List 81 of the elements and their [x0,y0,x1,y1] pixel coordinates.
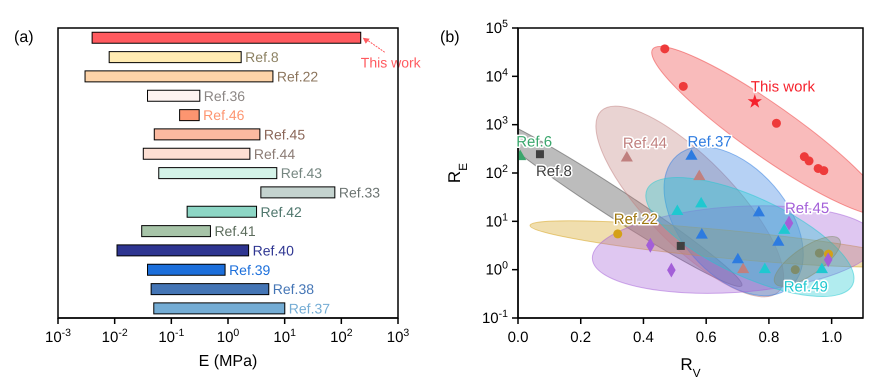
category-label: Ref.39 [229,262,270,278]
category-label: Ref.40 [252,242,294,258]
bar [108,51,242,64]
point [778,223,790,234]
x-tick-label: 0.2 [570,329,592,346]
category-label: Ref.36 [204,88,246,104]
point [696,228,708,239]
y-tick-label: 10$^{0}$ [485,260,508,279]
y-tick-label: 10$^{-1}$ [482,308,508,327]
x-tick-label: 10$^{2}$ [330,327,353,346]
point [536,150,544,158]
point [676,242,685,250]
bar [186,206,258,218]
bar [84,70,274,82]
x-axis-title: R$_{V}$ [680,355,701,380]
category-label: Ref.41 [214,223,256,240]
series-label: Ref.37 [687,133,732,150]
series-label: Ref.22 [614,210,658,228]
x-tick-label: 10$^{-1}$ [158,327,184,346]
category-label: Ref.43 [280,165,322,182]
point [816,262,828,274]
point [678,82,688,91]
y-tick-label: 10$^{4}$ [485,66,508,86]
chart-title: (a) [14,29,34,46]
category-label: Ref.22 [276,68,318,84]
x-tick-label: 10$^{1}$ [273,327,296,346]
bar [147,90,200,102]
bar [150,283,270,296]
series-label: This work [750,78,816,96]
chart-title: (b) [440,29,460,46]
y-tick-label: 10$^{2}$ [485,163,508,182]
category-label: Ref.37 [288,300,330,316]
bar [154,128,260,140]
x-tick-label: 1.0 [821,329,842,346]
category-label: Ref.38 [272,281,314,298]
category-label: Ref.46 [203,107,244,124]
x-axis-title: E (MPa) [198,353,258,370]
y-tick-label: 10$^{3}$ [485,114,508,134]
point [685,149,698,160]
point [814,248,824,258]
bar [141,225,211,238]
x-tick-label: 10$^{-3}$ [44,327,72,346]
point [693,170,706,180]
point [748,94,762,108]
category-label: Ref.42 [260,204,302,220]
category-label: Ref.8 [245,49,279,66]
bar [147,264,226,276]
category-label: Ref.44 [254,146,296,162]
point [819,166,828,176]
bar [179,109,200,122]
x-tick-label: 10$^{0}$ [216,327,240,346]
bar [116,244,250,256]
point [752,206,765,216]
point [758,262,771,274]
category-label: Ref.33 [338,184,380,200]
x-tick-label: 10$^{3}$ [386,327,410,346]
point [695,196,708,208]
category-label: Ref.45 [264,126,306,142]
x-tick-label: 10$^{-2}$ [102,327,128,346]
point [613,229,622,238]
x-tick-label: 0.8 [758,329,780,346]
x-tick-label: 0.0 [508,329,528,346]
point [772,118,781,128]
y-tick-label: 10$^{5}$ [485,18,508,37]
bar [158,167,278,180]
x-tick-label: 0.4 [633,329,654,346]
y-tick-label: 10$^{1}$ [485,211,508,230]
point [790,265,800,274]
bar [153,302,286,314]
series-label: Ref.8 [536,163,572,180]
series-label: Ref.44 [622,135,668,152]
point [737,262,750,274]
point [804,156,814,166]
point [620,151,633,162]
bar [142,148,250,160]
point [732,252,744,264]
point [660,44,670,54]
bar [260,186,336,198]
point [671,204,684,215]
x-tick-label: 0.6 [696,329,717,346]
point [772,235,784,246]
